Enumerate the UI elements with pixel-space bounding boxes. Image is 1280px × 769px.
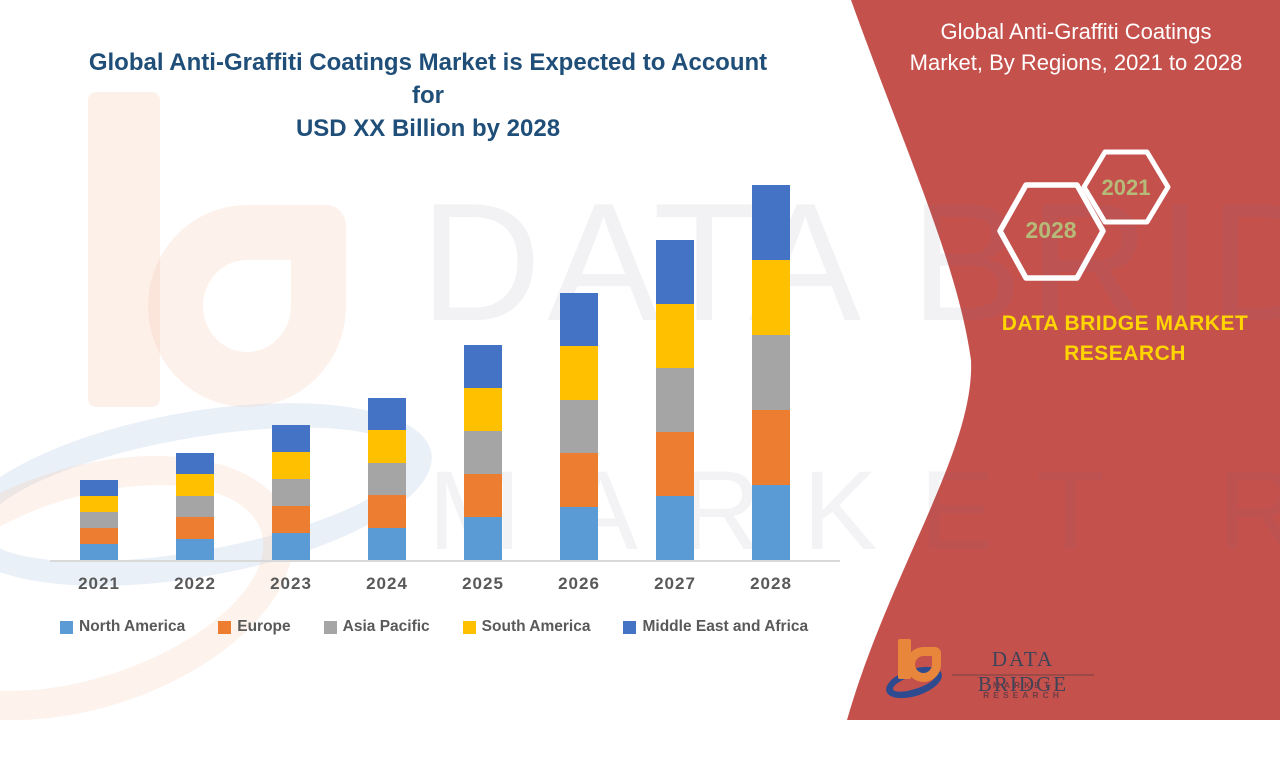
bar-segment-north-america [368, 527, 406, 560]
legend-label: South America [481, 618, 591, 635]
bar-segment-asia-pacific [464, 431, 502, 474]
bar-2022 [176, 452, 214, 560]
bar-segment-asia-pacific [368, 462, 406, 495]
bar-segment-europe [272, 506, 310, 533]
legend-swatch-icon [218, 620, 232, 634]
bar-segment-asia-pacific [752, 335, 790, 410]
legend: North America Europe Asia Pacific South Ame… [60, 618, 808, 636]
bar-segment-south-america [272, 452, 310, 479]
legend-label: Asia Pacific [342, 618, 430, 635]
bar-2023 [272, 425, 310, 560]
bar-2028 [752, 185, 790, 560]
bar-segment-europe [176, 517, 214, 539]
x-axis-label-2024: 2024 [366, 574, 408, 593]
bar-segment-south-america [560, 346, 598, 400]
legend-label: North America [79, 618, 186, 635]
bar-2024 [368, 397, 406, 560]
bar-segment-north-america [752, 485, 790, 560]
x-axis-label-2023: 2023 [270, 574, 312, 593]
side-panel-background [847, 0, 1280, 720]
footer-logo-underline [952, 674, 1094, 676]
bar-segment-south-america [752, 260, 790, 335]
bar-segment-north-america [80, 544, 118, 560]
footer-logo-subtitle: MARKET RESEARCH [983, 680, 1063, 700]
bar-segment-europe [368, 495, 406, 528]
legend-label: Middle East and Africa [642, 618, 809, 635]
side-panel-heading-line2: Market, By Regions, 2021 to 2028 [909, 50, 1243, 75]
bar-segment-asia-pacific [176, 495, 214, 517]
bar-segment-europe [80, 528, 118, 544]
x-axis-label-2028: 2028 [750, 574, 792, 593]
bar-segment-south-america [464, 388, 502, 431]
x-axis-label-2025: 2025 [462, 574, 504, 593]
legend-item-asia-pacific: Asia Pacific [323, 618, 430, 636]
legend-swatch-icon [60, 620, 73, 634]
hexagon-2028-label: 2028 [1025, 217, 1077, 243]
bar-segment-middle-east-and-africa [176, 452, 214, 474]
bar-segment-north-america [272, 533, 310, 560]
bar-segment-europe [752, 410, 790, 485]
legend-item-south-america: South America [462, 618, 591, 636]
bar-segment-middle-east-and-africa [464, 345, 502, 388]
hexagon-2021-label: 2021 [1101, 175, 1151, 200]
x-axis-line [50, 560, 840, 562]
legend-item-europe: Europe [218, 618, 291, 636]
legend-item-middle-east-and-africa: Middle East and Africa [623, 618, 808, 636]
side-panel-heading-line1: Global Anti-Graffiti Coatings [940, 19, 1212, 44]
plot-area: 2021 2022 2023 2024 2025 2026 2027 2028 [78, 185, 792, 593]
side-panel-heading: Global Anti-Graffiti Coatings Market, By… [880, 16, 1272, 78]
bar-segment-europe [560, 453, 598, 507]
x-axis-label-2021: 2021 [78, 574, 120, 593]
bar-segment-asia-pacific [560, 399, 598, 453]
bar-segment-middle-east-and-africa [656, 240, 694, 304]
chart-main-title: Global Anti-Graffiti Coatings Market is … [70, 46, 786, 145]
bar-segment-asia-pacific [656, 368, 694, 432]
bar-segment-middle-east-and-africa [80, 480, 118, 496]
bar-segment-north-america [176, 538, 214, 560]
side-panel-shape-layer [847, 0, 1280, 720]
x-axis-label-2027: 2027 [654, 574, 696, 593]
bar-segment-europe [656, 432, 694, 496]
bar-segment-europe [464, 474, 502, 517]
bar-2027 [656, 240, 694, 560]
x-axis-label-2026: 2026 [558, 574, 600, 593]
bar-segment-middle-east-and-africa [272, 425, 310, 452]
legend-label: Europe [237, 618, 291, 635]
bar-segment-north-america [656, 496, 694, 560]
chart-main-title-line2: USD XX Billion by 2028 [295, 115, 561, 142]
watermark-logo-stem [88, 92, 160, 407]
bar-segment-north-america [560, 506, 598, 560]
bar-segment-asia-pacific [80, 512, 118, 528]
legend-swatch-icon [323, 620, 337, 634]
brand-text: DATA BRIDGE MARKET RESEARCH [1001, 312, 1249, 365]
footer-logo-b-bowl-icon [906, 647, 941, 682]
bar-segment-middle-east-and-africa [752, 185, 790, 260]
bar-segment-middle-east-and-africa [560, 292, 598, 346]
bar-segment-south-america [176, 474, 214, 496]
bar-2026 [560, 292, 598, 560]
bar-segment-north-america [464, 517, 502, 560]
bar-segment-south-america [80, 496, 118, 512]
bar-segment-middle-east-and-africa [368, 397, 406, 430]
legend-swatch-icon [623, 620, 637, 634]
bar-segment-south-america [368, 430, 406, 463]
legend-item-north-america: North America [60, 618, 185, 636]
bar-segment-asia-pacific [272, 479, 310, 506]
legend-swatch-icon [462, 620, 476, 634]
chart-main-title-line1: Global Anti-Graffiti Coatings Market is … [88, 49, 768, 109]
bar-2021 [80, 480, 118, 560]
background-watermark-layer [0, 92, 446, 769]
chart-area: Global Anti-Graffiti Coatings Market is … [50, 46, 840, 636]
x-axis-label-2022: 2022 [174, 574, 216, 593]
bar-2025 [464, 345, 502, 560]
footer-logo-title: DATA BRIDGE [977, 647, 1069, 696]
bar-segment-south-america [656, 304, 694, 368]
